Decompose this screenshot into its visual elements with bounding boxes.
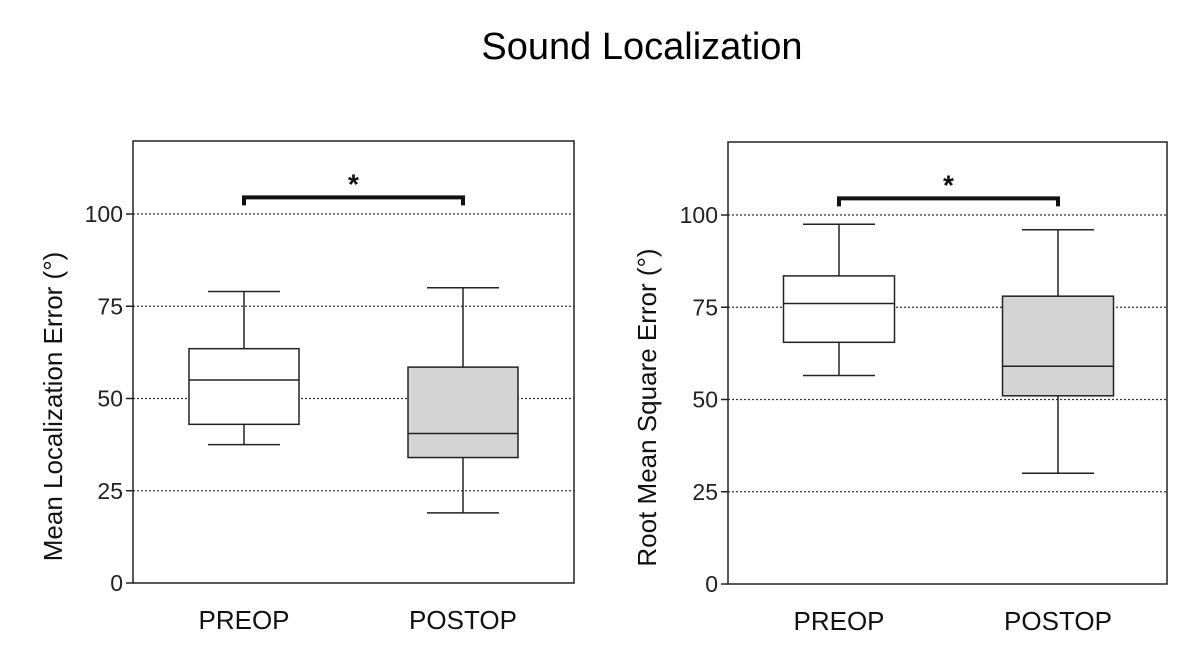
category-label: PREOP [198,605,289,635]
y-tick-label: 25 [692,479,718,505]
box-preop [188,290,300,446]
box-preop [782,223,896,377]
category-label: POSTOP [1004,606,1112,636]
y-tick-label: 100 [680,202,718,228]
y-tick-label: 50 [97,386,123,412]
y-tick-label: 75 [692,294,718,320]
y-tick-label: 25 [97,478,123,504]
y-tick-label: 0 [110,570,123,596]
plot-frame [132,140,575,584]
iqr-box [407,366,519,459]
y-axis-label: Mean Localization Error (°) [38,252,68,562]
y-tick-label: 75 [97,293,123,319]
y-axis-label: Root Mean Square Error (°) [632,248,662,566]
chart-title: Sound Localization [481,26,803,68]
plot-panel-1: 0 25 50 75 100 Mean Localization Error (°) PRE… [38,140,575,635]
y-tick-label: 50 [692,387,718,413]
category-label: POSTOP [409,605,517,635]
iqr-box [188,347,300,426]
significance-bracket [837,196,1060,207]
significance-bracket [242,195,465,206]
significance-star: * [943,169,954,200]
significance-star: * [348,168,359,199]
box-postop [407,287,519,514]
category-label: PREOP [793,606,884,636]
iqr-box [782,275,896,344]
box-postop [1001,229,1115,475]
plot-panel-2: 0 25 50 75 100 Root Mean Square Error (°) PREO… [632,141,1168,636]
y-tick-label: 0 [705,571,718,597]
iqr-box [1001,295,1115,397]
y-tick-label: 100 [85,201,123,227]
plot-frame [727,141,1168,585]
